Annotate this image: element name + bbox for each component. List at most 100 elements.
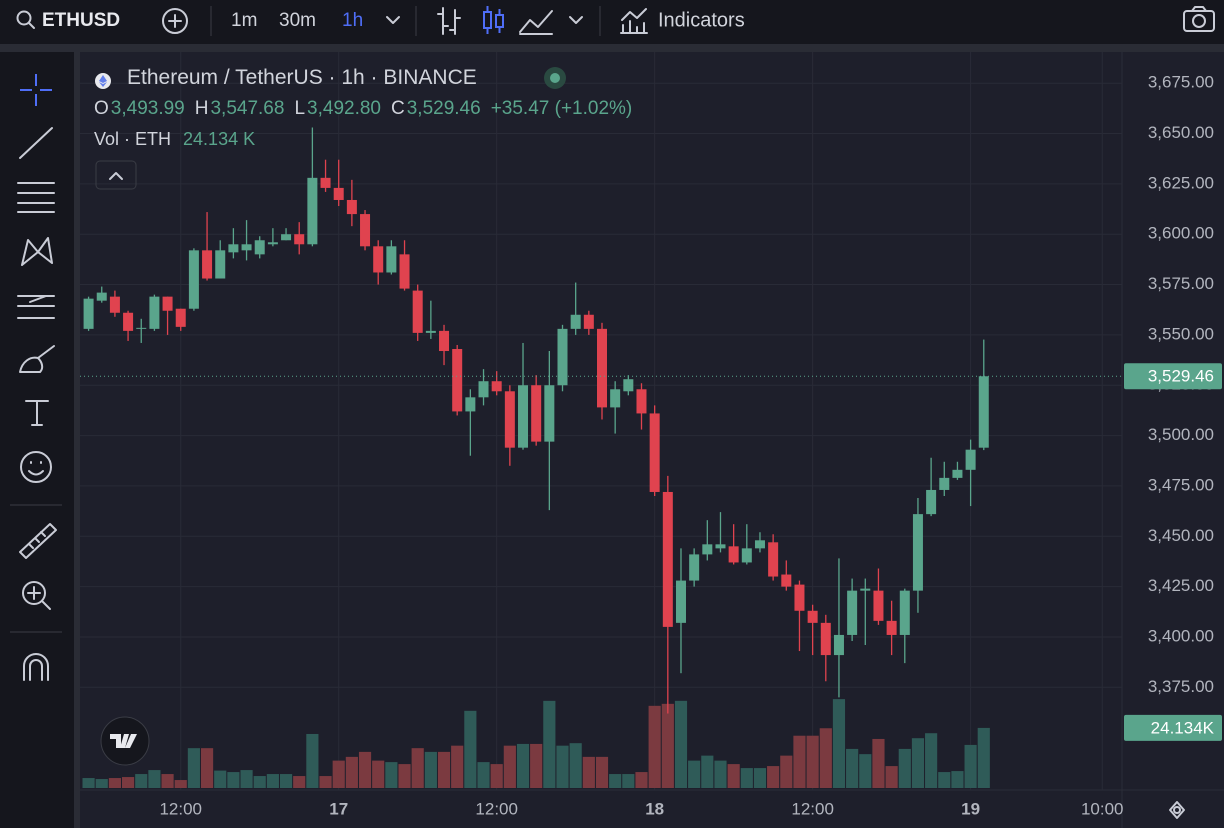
candle-body bbox=[228, 244, 239, 253]
volume-bar bbox=[609, 774, 622, 788]
legend-title: Ethereum / TetherUS · 1h · BINANCE bbox=[127, 66, 477, 89]
candle-body bbox=[333, 187, 344, 200]
candle-body bbox=[307, 177, 318, 245]
y-tick-label: 3,600.00 bbox=[1148, 224, 1214, 243]
x-tick-label: 10:00 bbox=[1081, 799, 1124, 818]
interval-active[interactable]: 1h bbox=[342, 10, 363, 31]
volume-bar bbox=[477, 762, 490, 788]
volume-bar bbox=[582, 756, 595, 788]
camera-icon bbox=[1183, 10, 1215, 32]
settings-icon[interactable] bbox=[1169, 801, 1185, 819]
projection-tool[interactable] bbox=[17, 295, 55, 319]
area-icon[interactable] bbox=[519, 10, 553, 35]
candle-body bbox=[596, 328, 608, 408]
change: +35.47 (+1.02%) bbox=[490, 98, 633, 119]
icon-tool[interactable] bbox=[20, 451, 52, 483]
y-tick-label: 3,475.00 bbox=[1148, 475, 1214, 494]
candle-body bbox=[873, 590, 884, 621]
bars-icon[interactable] bbox=[437, 7, 461, 35]
market-status-dot bbox=[550, 73, 560, 83]
interval-dropdown[interactable] bbox=[386, 16, 400, 24]
candle-body bbox=[412, 290, 423, 333]
volume-bar bbox=[148, 770, 161, 788]
x-tick-label: 19 bbox=[961, 799, 980, 818]
l-value: 3,492.80 bbox=[307, 98, 381, 119]
volume-bar bbox=[595, 756, 609, 788]
logo-mark bbox=[110, 734, 137, 748]
candle-body bbox=[136, 327, 147, 329]
candle-body bbox=[741, 548, 752, 563]
volume-bar bbox=[306, 733, 319, 788]
candle-body bbox=[518, 385, 529, 448]
candle-body bbox=[215, 250, 226, 279]
settings-icon-center bbox=[1173, 806, 1181, 814]
volume-bar bbox=[661, 703, 674, 788]
h-label: H bbox=[194, 98, 209, 119]
candle-body bbox=[610, 389, 621, 408]
toolbar-divider bbox=[0, 44, 1224, 52]
search-icon-handle bbox=[28, 22, 35, 29]
candle-body bbox=[939, 477, 950, 490]
last-price-label: 3,529.46 bbox=[1148, 367, 1214, 386]
fib-tool[interactable] bbox=[17, 182, 55, 213]
candle-body bbox=[886, 620, 897, 635]
trend-line-tool[interactable] bbox=[19, 127, 53, 159]
zoom-tool[interactable] bbox=[22, 581, 51, 610]
brush-tool[interactable] bbox=[19, 345, 55, 373]
pattern-tool[interactable] bbox=[21, 237, 53, 266]
smile-face bbox=[20, 451, 52, 483]
crosshair-tool[interactable] bbox=[20, 74, 52, 106]
volume-bar bbox=[964, 744, 977, 788]
volume-bar bbox=[135, 774, 148, 788]
volume-bar bbox=[411, 748, 424, 788]
symbol-search[interactable]: ETHUSD bbox=[16, 10, 121, 31]
text-tool[interactable] bbox=[25, 400, 49, 426]
volume-bar bbox=[227, 772, 240, 788]
candle-body bbox=[491, 381, 502, 392]
indicators-icon bbox=[620, 8, 648, 34]
volume-bar bbox=[977, 727, 990, 788]
volume-bar bbox=[727, 764, 740, 788]
candle-body bbox=[781, 574, 792, 587]
volume-bar bbox=[885, 766, 898, 788]
candle-body bbox=[109, 296, 120, 313]
candle-body bbox=[267, 242, 278, 245]
candle-body bbox=[188, 250, 199, 309]
candle-body bbox=[439, 330, 450, 352]
ruler-tool[interactable] bbox=[19, 523, 57, 559]
volume-bar bbox=[780, 755, 793, 788]
indicators-button[interactable]: Indicators bbox=[620, 8, 745, 34]
y-tick-label: 3,425.00 bbox=[1148, 576, 1214, 595]
magnet-tool[interactable] bbox=[23, 653, 49, 681]
add-symbol[interactable] bbox=[162, 8, 188, 34]
candle-body bbox=[583, 314, 594, 329]
volume-bar bbox=[635, 772, 648, 788]
candle-body bbox=[807, 610, 818, 623]
volume-bar bbox=[569, 743, 582, 788]
candle-body bbox=[952, 469, 963, 478]
candle-body bbox=[623, 379, 634, 392]
interval[interactable]: 1m bbox=[231, 10, 257, 31]
volume-bar bbox=[516, 743, 530, 788]
interval[interactable]: 30m bbox=[279, 10, 316, 31]
volume-bar bbox=[293, 776, 306, 788]
screenshot-button[interactable] bbox=[1183, 6, 1215, 32]
candles-icon[interactable] bbox=[483, 6, 504, 34]
candle-body bbox=[847, 590, 858, 635]
last-price-badge bbox=[1124, 363, 1222, 390]
indicators-label: Indicators bbox=[658, 9, 745, 31]
volume-bar bbox=[806, 735, 819, 788]
volume-bar bbox=[95, 779, 108, 788]
last-volume-label: 24.134K bbox=[1151, 718, 1215, 737]
axes: 3,375.00 3,400.00 3,425.00 3,450.00 3,475.00… bbox=[80, 73, 1222, 818]
zoom-handle bbox=[27, 586, 51, 610]
chart-type-dropdown[interactable] bbox=[569, 16, 583, 24]
volume-bar bbox=[714, 760, 727, 788]
x-tick-label: 17 bbox=[329, 799, 348, 818]
volume-bar bbox=[740, 768, 753, 788]
volume-bar bbox=[319, 776, 332, 788]
candle-body bbox=[833, 634, 844, 656]
collapse-legend[interactable] bbox=[95, 160, 137, 190]
symbol: ETHUSD bbox=[42, 10, 120, 31]
candle-body bbox=[649, 413, 660, 492]
